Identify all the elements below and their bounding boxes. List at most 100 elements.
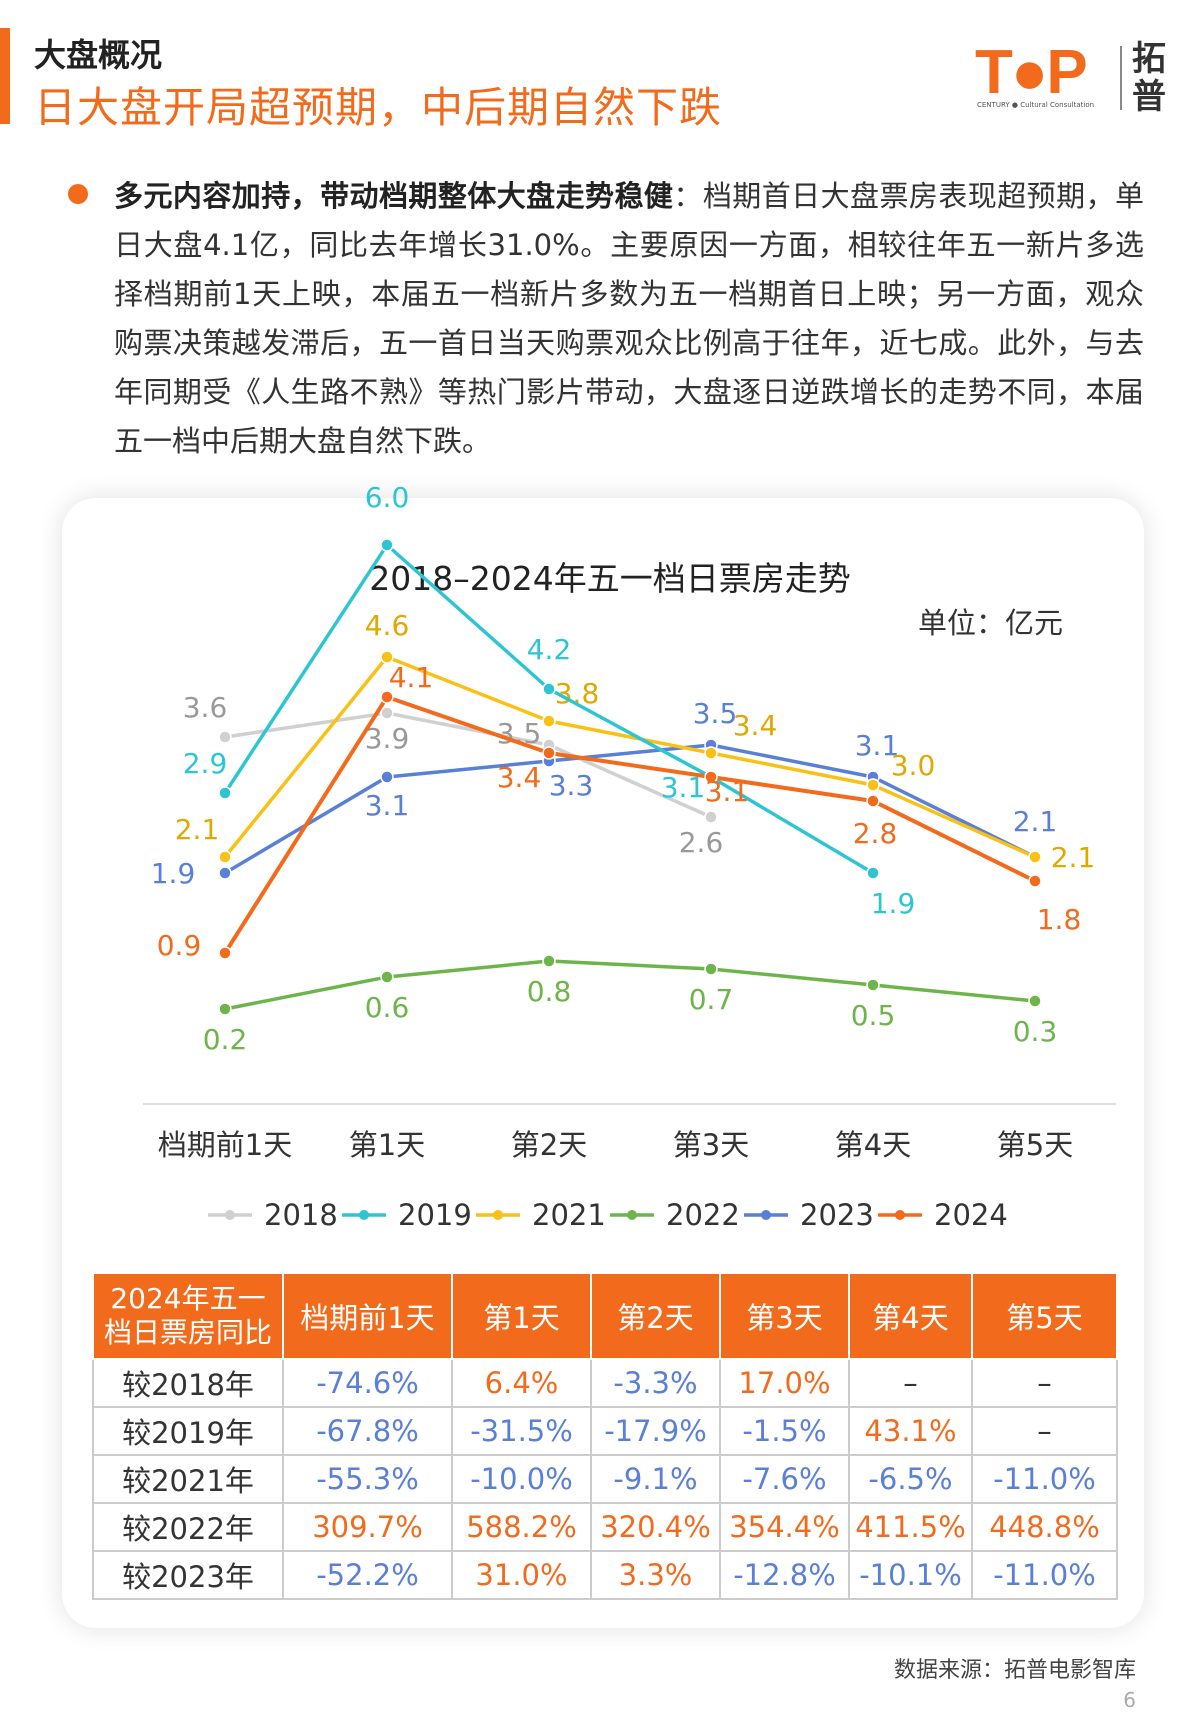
corner-line-1: 2024年五一 <box>110 1282 266 1315</box>
top-logo: T●P CENTURY ● Cultural Consultation 拓普 <box>975 38 1175 118</box>
table-cell: -1.5% <box>719 1406 850 1456</box>
chart-unit: 单位：亿元 <box>918 606 1064 640</box>
data-label-2019: 4.2 <box>527 633 572 666</box>
data-label-2022: 0.3 <box>1013 1015 1058 1048</box>
table-cell: 588.2% <box>451 1502 592 1552</box>
row-header: 较2019年 <box>92 1406 284 1456</box>
data-label-2018: 3.6 <box>183 691 228 724</box>
data-label-2024: 3.4 <box>497 761 542 794</box>
data-point-2022 <box>704 962 718 976</box>
legend-label-2019: 2019 <box>398 1198 472 1232</box>
data-label-2019: 1.9 <box>871 887 916 920</box>
table-cell: – <box>848 1358 973 1408</box>
data-label-2024: 0.9 <box>157 929 202 962</box>
legend-label-2021: 2021 <box>532 1198 606 1232</box>
table-cell: -7.6% <box>719 1454 850 1504</box>
table-cell: 411.5% <box>848 1502 973 1552</box>
x-tick-label: 第4天 <box>835 1128 911 1162</box>
table-cell: -12.8% <box>719 1550 850 1600</box>
data-label-2024: 1.8 <box>1037 903 1082 936</box>
bullet-dot <box>68 184 88 204</box>
logo-divider <box>1120 46 1122 110</box>
data-label-2022: 0.7 <box>689 983 734 1016</box>
logo-wordmark: T●P <box>975 38 1088 107</box>
column-header: 第1天 <box>451 1272 592 1360</box>
data-point-2019 <box>380 538 394 552</box>
accent-bar <box>0 28 10 124</box>
yoy-table: 2024年五一 档日票房同比 档期前1天 第1天 第2天 第3天 第4天 第5天… <box>92 1272 1118 1600</box>
row-header: 较2022年 <box>92 1502 284 1552</box>
data-source: 数据来源：拓普电影智库 <box>893 1658 1136 1683</box>
data-point-2022 <box>866 978 880 992</box>
data-point-2019 <box>542 682 556 696</box>
page-number: 6 <box>1123 1688 1136 1712</box>
table-row: 较2022年 309.7% 588.2% 320.4% 354.4% 411.5% 448.… <box>92 1502 1118 1552</box>
table-cell: -3.3% <box>590 1358 721 1408</box>
data-label-2018: 3.5 <box>497 717 542 750</box>
data-label-2019: 2.9 <box>183 747 228 780</box>
data-label-2024: 2.8 <box>853 817 898 850</box>
legend-label-2018: 2018 <box>264 1198 338 1232</box>
data-point-2021 <box>542 714 556 728</box>
data-point-2022 <box>542 954 556 968</box>
table-corner-header: 2024年五一 档日票房同比 <box>92 1272 284 1360</box>
column-header: 第2天 <box>590 1272 721 1360</box>
x-tick-label: 第1天 <box>349 1128 425 1162</box>
series-line-2024 <box>223 695 1036 955</box>
series-line-2022 <box>224 959 1036 1011</box>
row-header: 较2023年 <box>92 1550 284 1600</box>
table-cell: -6.5% <box>848 1454 973 1504</box>
summary-body: ：档期首日大盘票房表现超预期，单日大盘4.1亿，同比去年增长31.0%。主要原因… <box>114 179 1144 458</box>
legend-marker-2023 <box>761 1210 771 1220</box>
data-point-2024 <box>704 770 718 784</box>
legend-label-2022: 2022 <box>666 1198 740 1232</box>
data-label-2018: 2.6 <box>679 826 724 859</box>
chart-title: 2018–2024年五一档日票房走势 <box>369 559 851 598</box>
table-cell: 31.0% <box>451 1550 592 1600</box>
data-label-2023: 3.5 <box>693 697 738 730</box>
data-label-2018: 3.9 <box>365 722 410 755</box>
data-label-2023: 3.1 <box>855 729 900 762</box>
legend-marker-2019 <box>359 1210 369 1220</box>
table-cell: 43.1% <box>848 1406 973 1456</box>
logo-chinese: 拓普 <box>1132 39 1166 117</box>
summary-lead: 多元内容加持，带动档期整体大盘走势稳健 <box>114 179 674 213</box>
table-cell: -10.0% <box>451 1454 592 1504</box>
column-header: 第4天 <box>848 1272 973 1360</box>
table-cell: 448.8% <box>971 1502 1118 1552</box>
table-cell: 309.7% <box>282 1502 453 1552</box>
data-point-2024 <box>866 794 880 808</box>
row-header: 较2018年 <box>92 1358 284 1408</box>
section-label: 大盘概况 <box>34 36 163 74</box>
table-row: 较2019年 -67.8% -31.5% -17.9% -1.5% 43.1% – <box>92 1406 1118 1456</box>
series-line-2023 <box>224 743 1036 875</box>
table-row: 较2021年 -55.3% -10.0% -9.1% -7.6% -6.5% -11.0% <box>92 1454 1118 1504</box>
data-label-2021: 3.4 <box>733 709 778 742</box>
data-point-2022 <box>1028 994 1042 1008</box>
table-cell: -52.2% <box>282 1550 453 1600</box>
summary-paragraph: 多元内容加持，带动档期整体大盘走势稳健：档期首日大盘票房表现超预期，单日大盘4.… <box>114 172 1144 466</box>
logo-subtitle: CENTURY ● Cultural Consultation <box>977 101 1095 109</box>
data-label-2022: 0.6 <box>365 991 410 1024</box>
data-point-2019 <box>866 866 880 880</box>
data-label-2021: 2.1 <box>175 813 220 846</box>
table-cell: -10.1% <box>848 1550 973 1600</box>
table-cell: -11.0% <box>971 1550 1118 1600</box>
data-point-2023 <box>380 770 394 784</box>
table-cell: – <box>971 1406 1118 1456</box>
table-cell: – <box>971 1358 1118 1408</box>
table-cell: -55.3% <box>282 1454 453 1504</box>
table-cell: 17.0% <box>719 1358 850 1408</box>
table-header-row: 2024年五一 档日票房同比 档期前1天 第1天 第2天 第3天 第4天 第5天 <box>92 1272 1118 1360</box>
table-cell: -31.5% <box>451 1406 592 1456</box>
table-cell: -74.6% <box>282 1358 453 1408</box>
data-point-2024 <box>380 690 394 704</box>
data-point-2018 <box>218 730 232 744</box>
table-cell: -11.0% <box>971 1454 1118 1504</box>
data-label-2023: 3.1 <box>365 789 410 822</box>
data-label-2024: 3.1 <box>705 775 750 808</box>
table-cell: -67.8% <box>282 1406 453 1456</box>
table-cell: 320.4% <box>590 1502 721 1552</box>
data-point-2022 <box>380 970 394 984</box>
data-point-2018 <box>704 810 718 824</box>
